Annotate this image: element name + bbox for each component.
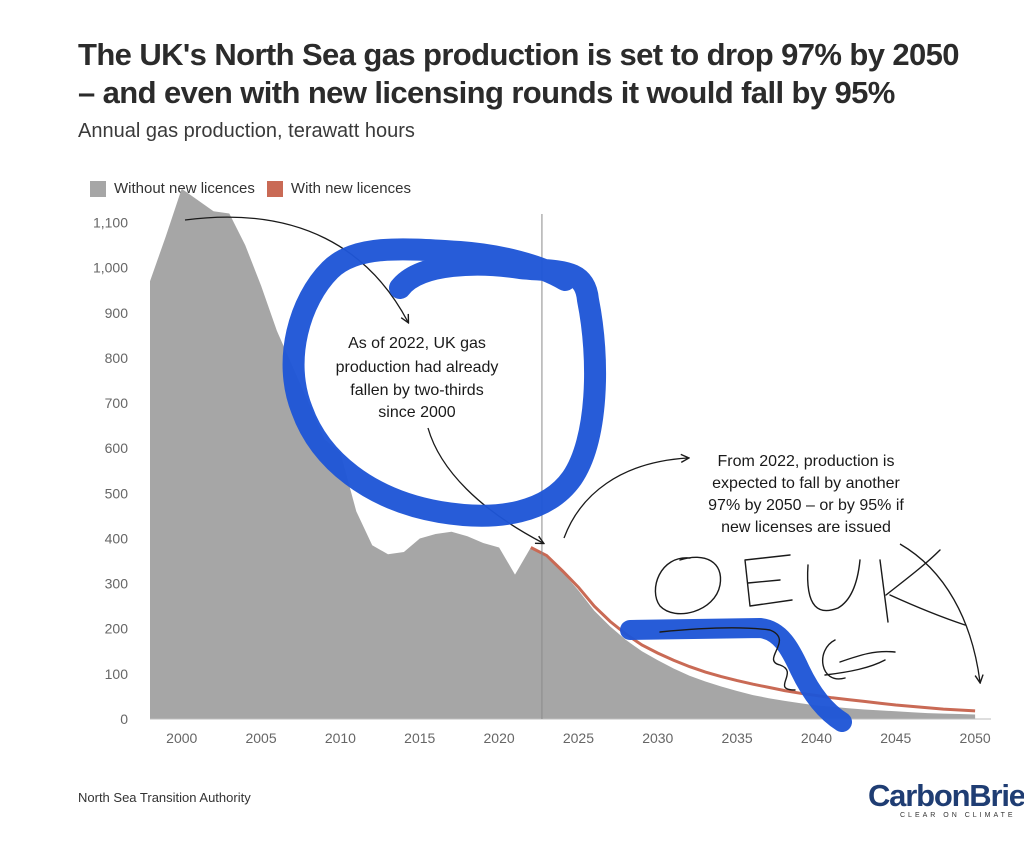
- annotation-2000-2022: As of 2022, UK gas production had alread…: [184, 216, 543, 543]
- y-tick-label: 700: [105, 395, 129, 411]
- annotation-1-arrow-top: [184, 216, 408, 322]
- logo-wordmark: CarbonBrief: [868, 778, 1024, 813]
- annotation-2-arrow-left: [563, 458, 688, 539]
- chart-title: The UK's North Sea gas production is set…: [78, 36, 978, 112]
- handwritten-scribble-under: [659, 627, 896, 691]
- annotation-1-line-1: As of 2022, UK gas: [348, 335, 486, 352]
- x-tick-label: 2015: [404, 730, 435, 746]
- annotation-2-line-3: 97% by 2050 – or by 95% if: [708, 497, 904, 514]
- annotation-1-line-2: production had already: [336, 359, 499, 376]
- chart-subtitle: Annual gas production, terawatt hours: [78, 120, 415, 142]
- x-tick-label: 2050: [960, 730, 991, 746]
- x-tick-label: 2040: [801, 730, 832, 746]
- line-with-new-licences: [530, 546, 976, 713]
- y-tick-label: 1,000: [93, 260, 128, 276]
- y-tick-label: 500: [105, 485, 129, 501]
- y-tick-label: 900: [105, 305, 129, 321]
- annotation-1-arrow-bottom: [427, 427, 543, 543]
- legend-item-without: Without new licences: [90, 180, 255, 197]
- title-line-2: – and even with new licensing rounds it …: [78, 75, 895, 110]
- legend-swatch-with: [266, 180, 283, 197]
- legend-swatch-without: [90, 180, 106, 197]
- annotation-2022-2050: From 2022, production is expected to fal…: [563, 453, 980, 682]
- y-tick-label: 400: [105, 530, 129, 546]
- legend: Without new licences With new licences: [90, 180, 423, 197]
- annotation-1-line-3: fallen by two-thirds: [350, 382, 483, 399]
- source-note: North Sea Transition Authority: [78, 790, 251, 805]
- x-tick-label: 2035: [722, 730, 753, 746]
- handwritten-letter-e: [744, 554, 793, 607]
- handwritten-letters: [654, 549, 966, 691]
- area-without-new-licences: [150, 188, 976, 719]
- y-tick-label: 600: [105, 440, 129, 456]
- legend-item-with: With new licences: [266, 180, 411, 197]
- annotation-2-line-2: expected to fall by another: [712, 475, 900, 492]
- y-tick-label: 200: [105, 621, 129, 637]
- legend-label-without: Without new licences: [114, 180, 255, 197]
- annotation-1-line-4: since 2000: [378, 404, 455, 421]
- x-tick-label: 2030: [642, 730, 673, 746]
- title-line-1: The UK's North Sea gas production is set…: [78, 37, 960, 72]
- annotation-2-arrow-right: [899, 543, 980, 682]
- y-tick-label: 800: [105, 350, 129, 366]
- y-tick-label: 300: [105, 576, 129, 592]
- blue-marker-loop: [282, 238, 607, 527]
- annotation-2-line-1: From 2022, production is: [718, 453, 895, 470]
- x-tick-label: 2000: [166, 730, 197, 746]
- logo-tagline: CLEAR ON CLIMATE: [900, 812, 1016, 819]
- x-tick-label: 2010: [325, 730, 356, 746]
- y-tick-label: 100: [105, 666, 129, 682]
- handwritten-letter-u: [806, 559, 861, 612]
- x-tick-label: 2045: [880, 730, 911, 746]
- x-tick-label: 2005: [245, 730, 276, 746]
- annotation-2-line-4: new licenses are issued: [721, 519, 891, 536]
- series-layer: [150, 188, 976, 719]
- x-tick-label: 2020: [484, 730, 515, 746]
- handwritten-letter-o: [654, 556, 722, 615]
- x-tick-label: 2025: [563, 730, 594, 746]
- legend-label-with: With new licences: [290, 180, 411, 197]
- y-tick-label: 1,100: [93, 215, 128, 231]
- handwritten-letter-k: [879, 549, 966, 626]
- carbonbrief-logo: CarbonBrief CLEAR ON CLIMATE: [868, 778, 1024, 830]
- y-tick-label: 0: [120, 711, 128, 727]
